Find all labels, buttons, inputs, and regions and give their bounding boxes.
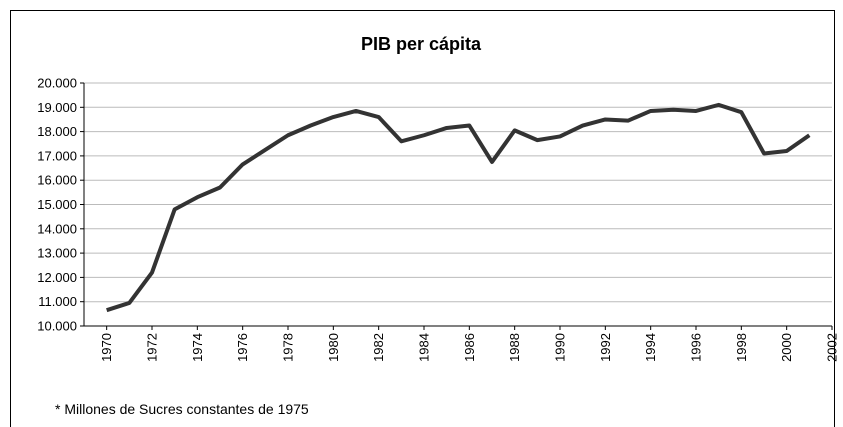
x-tick-label: 2000: [779, 333, 794, 362]
footnote: * Millones de Sucres constantes de 1975: [55, 401, 309, 417]
x-tick-label: 1980: [326, 333, 341, 362]
y-tick-label: 15.000: [37, 197, 77, 212]
x-tick-label: 1988: [507, 333, 522, 362]
y-tick-label: 20.000: [37, 76, 77, 91]
x-tick-label: 1974: [190, 333, 205, 362]
x-tick-label: 1982: [371, 333, 386, 362]
y-tick-label: 12.000: [37, 270, 77, 285]
y-tick-label: 18.000: [37, 124, 77, 139]
x-tick-label: 1984: [417, 333, 432, 362]
y-tick-label: 19.000: [37, 100, 77, 115]
chart-title: PIB per cápita: [361, 34, 482, 54]
x-tick-label: 1998: [734, 333, 749, 362]
x-tick-label: 1976: [235, 333, 250, 362]
x-tick-label: 1972: [145, 333, 160, 362]
x-tick-label: 1970: [99, 333, 114, 362]
y-tick-label: 16.000: [37, 173, 77, 188]
chart-border: [10, 10, 835, 427]
y-tick-label: 13.000: [37, 246, 77, 261]
x-tick-label: 1996: [689, 333, 704, 362]
x-tick-label: 1978: [281, 333, 296, 362]
x-tick-label: 1990: [553, 333, 568, 362]
y-tick-label: 11.000: [38, 294, 77, 309]
line-series: [106, 102, 811, 313]
x-tick-label: 1994: [643, 333, 658, 362]
x-tick-label: 1986: [462, 333, 477, 362]
y-tick-label: 10.000: [37, 319, 77, 334]
x-tick-label: 1992: [598, 333, 613, 362]
y-tick-label: 14.000: [37, 221, 77, 236]
x-tick-label: 2002: [825, 333, 840, 362]
y-tick-label: 17.000: [37, 148, 77, 163]
